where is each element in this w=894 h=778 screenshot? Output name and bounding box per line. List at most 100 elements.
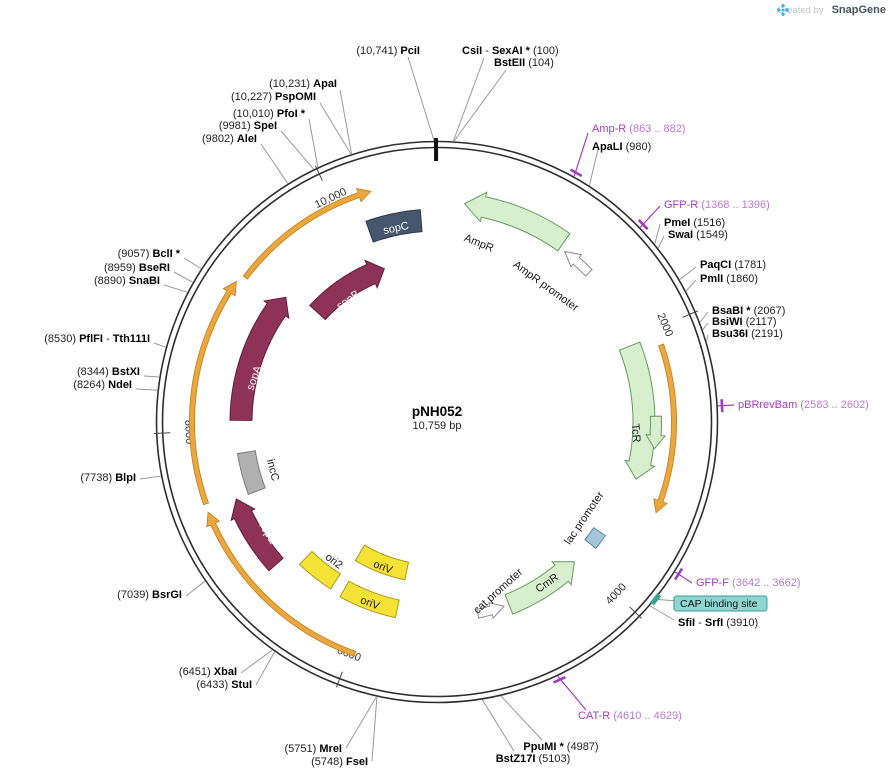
site-label-bstxi[interactable]: (8344) BstXI [77,366,140,378]
site-label-pcii[interactable]: (10,741) PciI [356,45,420,57]
site-label-alei[interactable]: (9802) AleI [202,133,257,145]
feature-sopa[interactable] [229,296,290,421]
site-label-bstz17i[interactable]: BstZ17I (5103) [496,753,571,765]
site-label-fsei[interactable]: (5748) FseI [311,756,368,768]
site-label-xbai[interactable]: (6451) XbaI [179,666,237,678]
callout-line-bcli [183,257,202,269]
tick-10-000 [314,165,323,182]
primer-mark-pbrrevbam[interactable] [720,399,724,413]
site-label-bsrgi[interactable]: (7039) BsrGI [117,589,182,601]
feature-ampr-promoter[interactable] [563,250,593,277]
cap-site-mark[interactable] [649,593,662,606]
site-label-cat-r[interactable]: CAT-R (4610 .. 4629) [578,710,682,722]
feature-ori2[interactable] [298,550,341,590]
callout-line-bsrgi [185,580,206,597]
callout-line-pmli [685,279,697,292]
site-label-csii-sexai[interactable]: CsiI - SexAI * (100) [462,45,559,57]
feature-oriv-inner[interactable] [354,544,410,581]
site-label-pspomi[interactable]: (10,227) PspOMI [231,91,316,103]
site-label-mrei[interactable]: (5751) MreI [285,743,342,755]
feature-label-ampr-promoter[interactable]: AmpR promoter [511,259,581,315]
site-label-ppumi[interactable]: PpuMI * (4987) [523,741,598,753]
site-label-pmli[interactable]: PmlI (1860) [700,273,758,285]
callout-line-swai [657,235,665,249]
site-label-swai[interactable]: SwaI (1549) [668,229,728,241]
callout-line-alei [260,143,289,184]
callout-line-cap-binding-site [655,598,677,602]
feature-sopb[interactable] [309,259,385,321]
callout-line-apali [589,148,599,186]
tick-2000 [682,310,699,318]
tick-label-4000: 4000 [603,581,629,607]
site-label-pbrrevbam[interactable]: pBRrevBam (2583 .. 2602) [738,399,869,411]
site-label-paqci[interactable]: PaqCI (1781) [700,259,766,271]
site-label-sfii-srfi[interactable]: SfiI - SrfI (3910) [678,617,758,629]
feature-incc[interactable] [236,450,266,496]
site-label-pmei[interactable]: PmeI (1516) [664,217,725,229]
site-label-pfoi[interactable]: (10,010) PfoI * [233,108,306,120]
feature-orf-arc-1[interactable] [206,511,357,657]
cap-binding-site-badge[interactable] [673,595,768,612]
snapgene-brand: SnapGene [831,4,886,16]
site-label-spei[interactable]: (9981) SpeI [219,120,277,132]
tick-4000 [629,606,642,619]
feature-cmr[interactable] [504,561,575,615]
callout-line-pmei [654,223,661,244]
callout-line-fsei [371,696,378,762]
site-label-ndei[interactable]: (8264) NdeI [73,379,132,391]
callout-line-bsteii [453,69,507,142]
cap-binding-site-label[interactable]: CAP binding site [680,598,758,610]
site-label-pflfi-tth111i[interactable]: (8530) PflFI - Tth111I [44,333,150,345]
callout-line-cat-r [557,675,587,711]
callout-line-bseri [173,271,193,283]
feature-label-ampr[interactable]: AmpR [462,232,495,255]
site-label-snabi[interactable]: (8890) SnaBI [94,275,160,287]
site-label-apai[interactable]: (10,231) ApaI [269,78,337,90]
site-label-bsiwi[interactable]: BsiWI (2117) [712,316,777,328]
site-label-bsabi[interactable]: BsaBI * (2067) [712,305,785,317]
callout-line-paqci [679,266,697,280]
site-label-bsu36i[interactable]: Bsu36I (2191) [712,328,783,340]
primer-mark-gfp-f[interactable] [673,567,684,581]
primer-mark-gfp-r[interactable] [637,219,649,231]
callout-line-spei [280,130,314,170]
callout-line-xbai [240,649,273,674]
feature-sopc[interactable] [365,209,423,243]
callout-line-pbrrevbam [717,404,735,407]
primer-mark-amp-r[interactable] [569,168,583,178]
feature-repe[interactable] [230,498,284,572]
feature-orf-arc-2[interactable] [189,280,237,506]
feature-label-tcr[interactable]: TcR [629,423,643,443]
callout-line-bstxi [143,375,160,378]
feature-label-sopc[interactable]: sopC [382,220,410,237]
site-label-stui[interactable]: (6433) StuI [196,679,252,691]
callout-line-csii-sexai [452,57,485,142]
feature-label-incc[interactable]: incC [264,458,281,482]
callout-line-pcii [407,56,435,141]
site-label-bcli[interactable]: (9057) BclI * [118,248,181,260]
site-label-gfp-f[interactable]: GFP-F (3642 .. 3662) [696,577,801,589]
feature-cat-promoter[interactable] [476,602,505,620]
callout-line-bsiwi [702,322,709,330]
feature-tcr[interactable] [618,341,656,480]
callout-line-snabi [163,284,188,293]
site-label-bseri[interactable]: (8959) BseRI [104,262,170,274]
site-label-blpi[interactable]: (7738) BlpI [80,472,136,484]
feature-orf-arc-3[interactable] [242,187,372,280]
feature-orf-arc-4[interactable] [653,343,677,514]
site-label-amp-r[interactable]: Amp-R (863 .. 882) [592,123,686,135]
tick-6000 [336,671,343,688]
feature-lac-operator[interactable] [584,527,606,550]
callout-line-bsu36i [706,334,709,342]
feature-ampr-orf[interactable] [463,191,571,252]
site-label-bsteii[interactable]: BstEII (104) [494,57,554,69]
site-label-gfp-r[interactable]: GFP-R (1368 .. 1396) [664,199,770,211]
site-label-apali[interactable]: ApaLI (980) [592,141,651,153]
primer-mark-cat-r[interactable] [553,675,566,684]
feature-oriv-outer[interactable] [339,580,400,619]
plasmid-size: 10,759 bp [412,420,462,432]
callout-line-amp-r [573,132,589,177]
callout-line-sfii-srfi [649,605,675,621]
feature-tcr-head2[interactable] [645,415,667,450]
